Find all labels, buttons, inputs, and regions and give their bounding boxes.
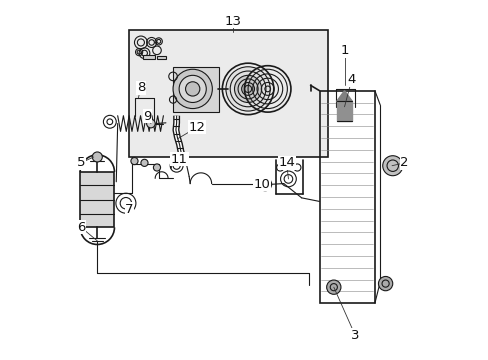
Circle shape [185, 82, 200, 96]
Text: 4: 4 [347, 73, 355, 86]
Bar [80, 172, 114, 227]
Circle shape [179, 75, 206, 103]
Text: 6: 6 [77, 221, 85, 234]
Text: 8: 8 [137, 81, 145, 94]
Text: 7: 7 [125, 203, 133, 216]
Polygon shape [336, 91, 352, 102]
Circle shape [92, 152, 102, 162]
Bar [129, 30, 327, 157]
Circle shape [234, 75, 261, 103]
Circle shape [241, 82, 254, 95]
Circle shape [173, 69, 212, 109]
Text: 10: 10 [253, 178, 269, 191]
Circle shape [258, 178, 271, 191]
Text: 2: 2 [400, 156, 408, 169]
Circle shape [146, 119, 155, 128]
Bar [319, 91, 374, 303]
Circle shape [382, 156, 402, 176]
Text: 1: 1 [340, 44, 349, 57]
Text: 5: 5 [77, 156, 85, 169]
Circle shape [141, 159, 148, 166]
Circle shape [153, 164, 160, 171]
Circle shape [225, 67, 270, 111]
Circle shape [131, 157, 138, 165]
Text: 14: 14 [278, 156, 294, 169]
Text: 12: 12 [188, 121, 205, 134]
Circle shape [326, 280, 340, 294]
Text: 11: 11 [171, 153, 187, 166]
Bar [173, 67, 219, 112]
Text: 13: 13 [224, 14, 241, 27]
Bar [142, 55, 155, 59]
Polygon shape [336, 102, 352, 121]
Text: 3: 3 [350, 329, 359, 342]
Bar [157, 56, 165, 59]
Circle shape [378, 276, 392, 291]
Text: 9: 9 [143, 110, 151, 123]
